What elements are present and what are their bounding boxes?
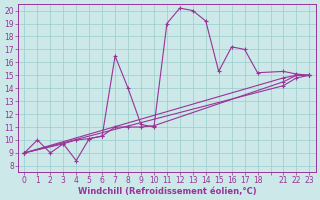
X-axis label: Windchill (Refroidissement éolien,°C): Windchill (Refroidissement éolien,°C) bbox=[77, 187, 256, 196]
